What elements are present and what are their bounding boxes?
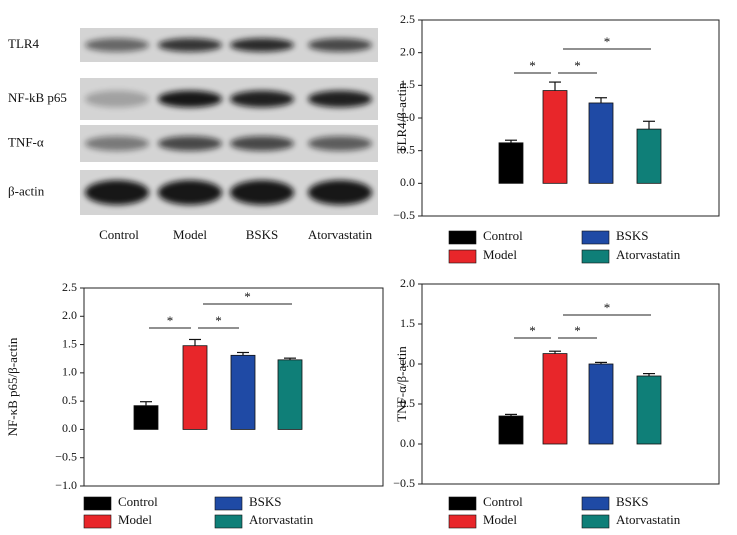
blot-band xyxy=(85,180,149,205)
blot-row-label: TLR4 xyxy=(8,36,40,51)
bar xyxy=(542,90,568,184)
legend-label: Atorvastatin xyxy=(616,512,681,527)
blot-row-label: TNF-α xyxy=(8,134,44,149)
significance-label: * xyxy=(167,313,174,328)
y-tick-label: 0.0 xyxy=(62,421,77,435)
blot-band xyxy=(158,136,222,151)
legend-label: BSKS xyxy=(616,228,649,243)
legend-swatch xyxy=(448,249,477,264)
blot-band xyxy=(158,180,222,205)
legend-label: Model xyxy=(118,512,152,527)
significance-label: * xyxy=(604,300,611,315)
y-tick-label: 1.0 xyxy=(400,110,415,124)
bar xyxy=(588,102,614,184)
significance-label: * xyxy=(574,323,581,338)
bar xyxy=(277,359,303,430)
bar xyxy=(588,363,614,445)
legend-label: Model xyxy=(483,247,517,262)
legend-swatch xyxy=(448,230,477,245)
y-tick-label: 2.0 xyxy=(62,308,77,322)
y-tick-label: 0.5 xyxy=(400,142,415,156)
blot-row-label: β-actin xyxy=(8,183,45,198)
y-tick-label: 2.0 xyxy=(400,44,415,58)
bar xyxy=(542,353,568,445)
blot-column-label: BSKS xyxy=(246,227,279,242)
blot-band xyxy=(308,90,372,108)
y-tick-label: 1.5 xyxy=(400,316,415,330)
y-tick-label: 0.5 xyxy=(400,396,415,410)
bar xyxy=(498,142,524,184)
legend-swatch xyxy=(83,496,112,511)
plot-frame xyxy=(421,283,720,485)
blot-band xyxy=(230,136,294,151)
y-axis-label: TLR4/β-actin xyxy=(394,82,409,153)
y-tick-label: 2.0 xyxy=(400,276,415,290)
significance-label: * xyxy=(529,323,536,338)
legend-label: BSKS xyxy=(616,494,649,509)
y-tick-label: 2.5 xyxy=(400,12,415,26)
legend-label: Control xyxy=(483,228,523,243)
significance-label: * xyxy=(529,58,536,73)
blot-band xyxy=(308,180,372,205)
legend-label: Atorvastatin xyxy=(616,247,681,262)
blot-band xyxy=(158,38,222,52)
y-tick-label: 1.0 xyxy=(62,365,77,379)
legend-swatch xyxy=(83,514,112,529)
significance-label: * xyxy=(604,34,611,49)
y-tick-label: 1.5 xyxy=(400,77,415,91)
y-tick-label: 2.5 xyxy=(62,280,77,294)
significance-label: * xyxy=(215,313,222,328)
legend-swatch xyxy=(214,496,243,511)
blot-row-label: NF-kB p65 xyxy=(8,90,67,105)
y-tick-label: −1.0 xyxy=(55,478,77,492)
y-tick-label: 0.0 xyxy=(400,436,415,450)
y-tick-label: 0.5 xyxy=(62,393,77,407)
bar xyxy=(182,345,208,430)
y-tick-label: −0.5 xyxy=(393,476,415,490)
legend-label: Model xyxy=(483,512,517,527)
blot-column-label: Atorvastatin xyxy=(308,227,373,242)
bar xyxy=(230,354,256,430)
y-tick-label: 0.0 xyxy=(400,175,415,189)
blot-band xyxy=(85,38,149,52)
blot-column-label: Control xyxy=(99,227,139,242)
legend-swatch xyxy=(448,514,477,529)
bar xyxy=(636,128,662,184)
y-axis-label: TNF-α/β-actin xyxy=(394,346,409,422)
legend-swatch xyxy=(448,496,477,511)
y-tick-label: −0.5 xyxy=(393,208,415,222)
blot-band xyxy=(308,38,372,52)
bar xyxy=(636,375,662,445)
plot-frame xyxy=(83,287,384,487)
legend-label: Control xyxy=(118,494,158,509)
significance-label: * xyxy=(574,58,581,73)
legend-label: BSKS xyxy=(249,494,282,509)
blot-band xyxy=(230,180,294,205)
legend-swatch xyxy=(581,230,610,245)
legend-label: Control xyxy=(483,494,523,509)
blot-column-label: Model xyxy=(173,227,207,242)
y-axis-label: NF-κB p65/β-actin xyxy=(5,337,20,436)
legend-swatch xyxy=(581,514,610,529)
western-blot: TLR4 NF-kB p65 TNF-α β-actin Control Model BSK… xyxy=(8,28,378,242)
significance-label: * xyxy=(244,289,251,304)
legend-swatch xyxy=(581,496,610,511)
bar xyxy=(133,405,159,430)
blot-band xyxy=(230,38,294,52)
legend-swatch xyxy=(581,249,610,264)
blot-band xyxy=(230,90,294,108)
blot-band xyxy=(85,136,149,151)
blot-band xyxy=(85,90,149,108)
legend-swatch xyxy=(214,514,243,529)
legend-label: Atorvastatin xyxy=(249,512,314,527)
y-tick-label: 1.5 xyxy=(62,336,77,350)
y-tick-label: −0.5 xyxy=(55,449,77,463)
bar xyxy=(498,415,524,445)
y-tick-label: 1.0 xyxy=(400,356,415,370)
blot-band xyxy=(308,136,372,151)
blot-band xyxy=(158,90,222,108)
